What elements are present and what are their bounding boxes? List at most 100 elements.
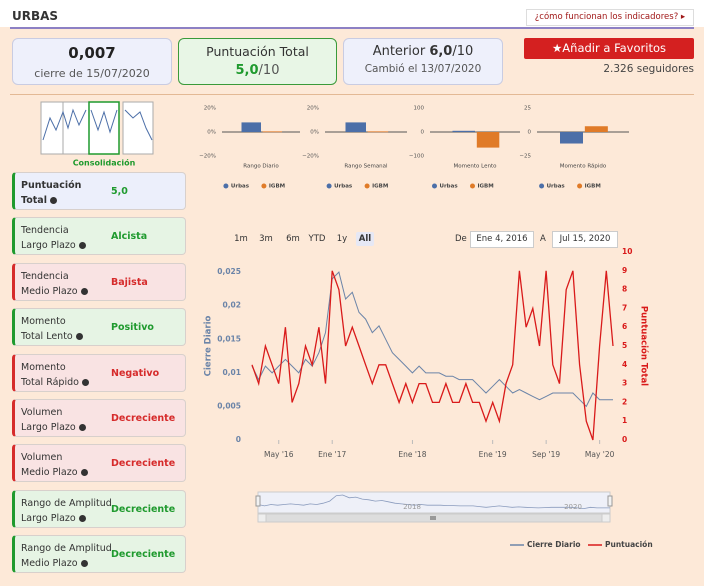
indicator-label: Momento Total Rápido bbox=[21, 360, 89, 390]
previous-value: 6,0 bbox=[429, 44, 453, 59]
indicator-value: Negativo bbox=[111, 367, 160, 379]
indicator-value: Decreciente bbox=[111, 549, 176, 561]
indicator-card: Rango de Amplitud Largo Plazo Decreciente bbox=[12, 489, 186, 528]
indicator-card: Puntuación Total 5,0 bbox=[12, 172, 186, 210]
y2-axis-title: Puntuación Total bbox=[639, 306, 650, 386]
x-tick-label: Ene '19 bbox=[479, 450, 507, 459]
score-scale: /10 bbox=[258, 63, 280, 78]
series-line bbox=[251, 271, 613, 408]
chart-title: Rango Semanal bbox=[344, 164, 388, 170]
pattern-icon bbox=[40, 101, 154, 155]
range-button[interactable]: 6m bbox=[286, 234, 300, 244]
indicator-line2: Total Rápido bbox=[21, 376, 79, 388]
y-tick-label: 20% bbox=[204, 106, 216, 112]
indicator-card: Tendencia Medio Plazo Bajista bbox=[12, 262, 186, 301]
legend-swatch bbox=[432, 183, 437, 189]
legend-label: Urbas bbox=[334, 184, 353, 190]
indicator-line1: Momento bbox=[21, 361, 66, 373]
legend-swatch bbox=[223, 183, 229, 189]
indicator-label: Tendencia Largo Plazo bbox=[21, 223, 86, 253]
indicator-value: Alcista bbox=[111, 231, 148, 243]
x-tick-label: Ene '17 bbox=[318, 450, 346, 459]
help-text: ¿cómo funcionan los indicadores? bbox=[534, 12, 679, 22]
indicator-card: Volumen Medio Plazo Decreciente bbox=[12, 444, 186, 483]
indicator-line2: Total bbox=[21, 195, 47, 206]
previous-card: Anterior 6,0/10 Cambió el 13/07/2020 bbox=[343, 38, 503, 85]
y-tick-label: 25 bbox=[524, 106, 531, 112]
indicator-line1: Tendencia bbox=[21, 270, 69, 282]
y2-tick-label: 6 bbox=[622, 322, 627, 331]
indicator-card: Tendencia Largo Plazo Alcista bbox=[12, 217, 186, 256]
info-icon bbox=[78, 424, 86, 431]
y-tick-label: −100 bbox=[409, 154, 425, 160]
previous-scale: /10 bbox=[452, 44, 474, 59]
y2-tick-label: 0 bbox=[622, 435, 627, 444]
indicator-line1: Tendencia bbox=[21, 225, 69, 237]
indicator-line1: Rango de Amplitud bbox=[21, 497, 112, 509]
range-button[interactable]: All bbox=[356, 232, 374, 246]
x-tick-label: May '16 bbox=[264, 450, 294, 459]
section-rule bbox=[10, 94, 694, 95]
pattern-box bbox=[122, 101, 154, 155]
legend-label: Urbas bbox=[440, 184, 459, 190]
range-button[interactable]: 1y bbox=[336, 234, 348, 244]
help-link[interactable]: ¿cómo funcionan los indicadores? ▸ bbox=[526, 9, 694, 26]
followers: 2.326 seguidores bbox=[603, 63, 694, 75]
header-rule bbox=[10, 27, 694, 29]
from-label: De bbox=[455, 234, 467, 244]
from-input[interactable]: Ene 4, 2016 bbox=[470, 231, 534, 248]
y2-tick-label: 4 bbox=[622, 360, 627, 369]
legend-label: Urbas bbox=[547, 184, 566, 190]
x-tick-label: Sep '19 bbox=[532, 450, 560, 459]
favorite-button[interactable]: ★Añadir a Favoritos bbox=[524, 38, 694, 59]
indicator-value: Decreciente bbox=[111, 503, 176, 515]
y2-tick-label: 5 bbox=[622, 341, 627, 350]
indicator-line2: Largo Plazo bbox=[21, 512, 76, 524]
indicator-line1: Volumen bbox=[21, 452, 63, 464]
indicator-label: Tendencia Medio Plazo bbox=[21, 269, 88, 299]
indicator-value: 5,0 bbox=[111, 186, 128, 197]
bar bbox=[560, 132, 583, 144]
chart-title: Momento Lento bbox=[454, 164, 498, 170]
y2-tick-label: 2 bbox=[622, 397, 627, 406]
legend-swatch bbox=[326, 183, 332, 189]
indicator-line2: Medio Plazo bbox=[21, 285, 78, 297]
indicator-card: Momento Total Rápido Negativo bbox=[12, 353, 186, 392]
bar bbox=[241, 122, 261, 132]
indicator-line2: Largo Plazo bbox=[21, 422, 76, 433]
y2-tick-label: 10 bbox=[622, 247, 632, 256]
bar bbox=[345, 122, 366, 132]
y-tick-label: 0,005 bbox=[217, 401, 241, 410]
navigator bbox=[257, 491, 611, 514]
score-value: 5,0 bbox=[235, 63, 259, 78]
y-tick-label: 0 bbox=[236, 435, 241, 444]
indicator-label: Puntuación Total bbox=[21, 178, 81, 208]
legend-swatch bbox=[261, 183, 267, 189]
legend-label: Puntuación bbox=[605, 540, 653, 549]
favorite-text: Añadir a Favoritos bbox=[562, 41, 666, 55]
legend-label: Urbas bbox=[231, 184, 250, 190]
bar bbox=[476, 132, 500, 148]
indicator-line1: Momento bbox=[21, 316, 66, 328]
range-button[interactable]: 1m bbox=[234, 234, 248, 244]
y-tick-label: 0,025 bbox=[217, 267, 241, 276]
bar bbox=[262, 131, 283, 133]
range-button[interactable]: YTD bbox=[308, 234, 326, 244]
range-button[interactable]: 3m bbox=[259, 234, 273, 244]
y-tick-label: 100 bbox=[414, 106, 425, 112]
indicator-line1: Rango de Amplitud bbox=[21, 543, 112, 555]
legend-label: Cierre Diario bbox=[527, 540, 581, 549]
info-icon bbox=[80, 287, 88, 295]
to-input[interactable]: Jul 15, 2020 bbox=[552, 231, 618, 248]
info-icon bbox=[80, 469, 88, 477]
indicator-line2: Largo Plazo bbox=[21, 240, 76, 252]
navigator-label: 2020 bbox=[564, 503, 582, 511]
info-icon bbox=[78, 242, 86, 250]
score-label: Puntuación Total bbox=[206, 44, 309, 59]
indicator-card: Momento Total Lento Positivo bbox=[12, 308, 186, 347]
score-card: Puntuación Total 5,0/10 bbox=[178, 38, 337, 85]
y-tick-label: −20% bbox=[199, 154, 216, 160]
indicator-label: Rango de Amplitud Largo Plazo bbox=[21, 496, 112, 526]
